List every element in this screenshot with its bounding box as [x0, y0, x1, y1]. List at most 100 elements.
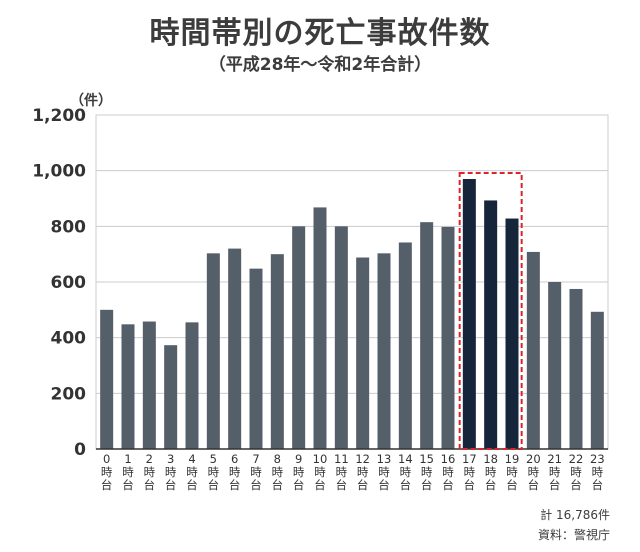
x-tick-label: 時: [528, 465, 540, 479]
highlight-box: [458, 172, 523, 450]
x-tick-label: 台: [357, 478, 369, 492]
x-tick-label: 16: [441, 452, 456, 466]
bar: [164, 345, 178, 449]
x-tick-label: 時: [378, 465, 390, 479]
x-tick-label: 時: [229, 465, 241, 479]
x-tick-label: 時: [570, 465, 582, 479]
x-tick-label: 台: [506, 478, 518, 492]
bar: [313, 207, 327, 449]
x-tick-label: 時: [592, 465, 604, 479]
source-note: 資料：警視庁: [537, 528, 610, 542]
x-tick-label: 時: [186, 465, 198, 479]
bar: [334, 226, 348, 449]
x-tick-label: 台: [208, 478, 220, 492]
bar: [462, 179, 476, 449]
bar: [398, 242, 412, 449]
x-tick-label: 台: [101, 478, 113, 492]
x-tick-label: 時: [122, 465, 134, 479]
x-tick-label: 台: [272, 478, 284, 492]
bar: [356, 257, 370, 449]
bar: [569, 288, 583, 449]
x-tick-label: 0: [103, 452, 110, 466]
x-tick-label: 時: [314, 465, 326, 479]
x-tick-label: 5: [210, 452, 217, 466]
x-tick-label: 台: [592, 478, 604, 492]
x-tick-label: 台: [549, 478, 561, 492]
x-tick-label: 時: [485, 465, 497, 479]
x-tick-label: 台: [528, 478, 540, 492]
x-tick-label: 台: [165, 478, 177, 492]
x-tick-label: 台: [122, 478, 134, 492]
bar: [441, 226, 455, 449]
x-tick-label: 20: [526, 452, 541, 466]
bar: [270, 254, 284, 449]
x-tick-label: 11: [334, 452, 349, 466]
x-tick-label: 台: [229, 478, 241, 492]
bar: [292, 226, 306, 449]
x-tick-label: 時: [506, 465, 518, 479]
x-tick-label: 15: [419, 452, 434, 466]
x-tick-label: 10: [313, 452, 328, 466]
x-tick-label: 2: [146, 452, 153, 466]
x-tick-label: 台: [464, 478, 476, 492]
x-tick-label: 台: [570, 478, 582, 492]
x-tick-label: 時: [293, 465, 305, 479]
bar: [548, 282, 562, 449]
x-tick-label: 時: [208, 465, 220, 479]
bar: [249, 268, 263, 449]
x-tick-label: 18: [483, 452, 498, 466]
x-tick-label: 台: [485, 478, 497, 492]
x-tick-label: 14: [398, 452, 413, 466]
x-tick-label: 17: [462, 452, 477, 466]
chart-title: 時間帯別の死亡事故件数: [149, 16, 491, 51]
y-tick-label: 400: [51, 329, 87, 349]
y-tick-label: 200: [51, 384, 87, 404]
x-tick-label: 時: [421, 465, 433, 479]
x-tick-label: 時: [250, 465, 262, 479]
x-tick-label: 時: [144, 465, 156, 479]
x-tick-label: 時: [549, 465, 561, 479]
x-tick-label: 台: [144, 478, 156, 492]
y-tick-label: 600: [51, 273, 87, 293]
y-axis-unit-label: （件）: [70, 93, 112, 109]
x-tick-label: 8: [274, 452, 281, 466]
total-note: 計 16,786件: [540, 508, 610, 522]
x-tick-label: 6: [231, 452, 238, 466]
x-tick-label: 21: [547, 452, 562, 466]
x-tick-label: 12: [355, 452, 370, 466]
x-tick-label: 22: [569, 452, 584, 466]
x-tick-label: 時: [272, 465, 284, 479]
bar: [121, 324, 135, 449]
y-tick-label: 0: [74, 440, 86, 460]
x-tick-label: 台: [421, 478, 433, 492]
x-tick-label: 台: [250, 478, 262, 492]
x-tick-label: 7: [252, 452, 259, 466]
x-tick-label: 時: [165, 465, 177, 479]
y-tick-label: 1,000: [32, 162, 86, 182]
x-tick-label: 時: [400, 465, 412, 479]
x-tick-label: 時: [336, 465, 348, 479]
bar: [420, 222, 434, 449]
x-tick-label: 台: [293, 478, 305, 492]
y-tick-label: 1,200: [32, 106, 86, 126]
bar: [505, 218, 519, 449]
x-tick-label: 時: [101, 465, 113, 479]
bar: [590, 311, 604, 449]
x-tick-label: 時: [357, 465, 369, 479]
x-tick-label: 台: [336, 478, 348, 492]
x-tick-label: 9: [295, 452, 302, 466]
x-tick-label: 台: [314, 478, 326, 492]
chart-subtitle: （平成28年〜令和2年合計）: [208, 55, 432, 75]
y-tick-label: 800: [51, 217, 87, 237]
x-tick-label: 台: [442, 478, 454, 492]
bar: [100, 309, 114, 449]
bar: [206, 253, 220, 449]
bar: [142, 321, 156, 449]
x-tick-label: 4: [188, 452, 195, 466]
bar: [484, 200, 498, 449]
x-tick-label: 1: [124, 452, 131, 466]
bar: [526, 251, 540, 449]
x-tick-label: 13: [377, 452, 392, 466]
x-tick-label: 19: [505, 452, 520, 466]
